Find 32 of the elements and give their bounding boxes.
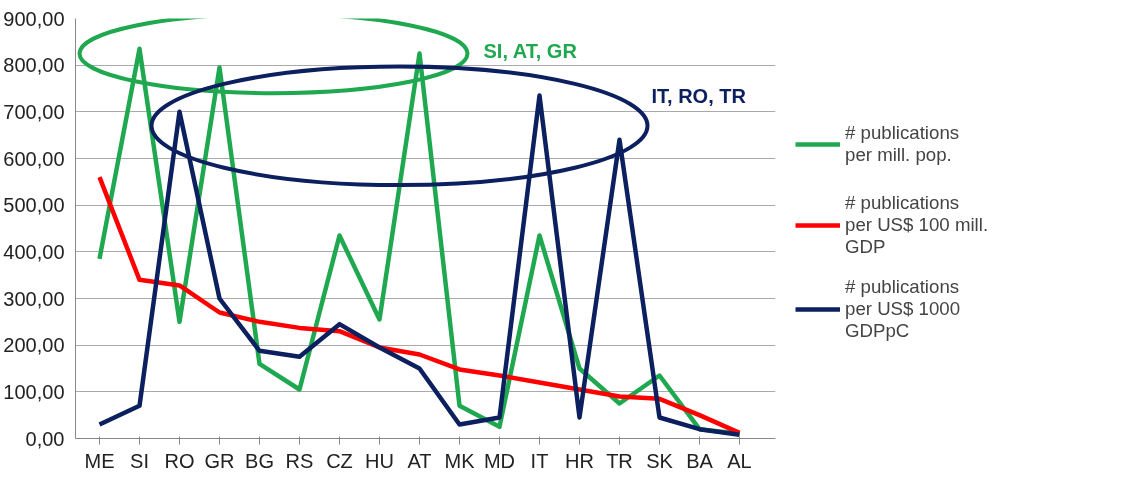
x-tick-label: CZ (326, 449, 353, 472)
x-tick-label: TR (606, 449, 633, 472)
x-tick-label: SK (646, 449, 674, 472)
x-tick-label: HU (365, 449, 394, 472)
y-tick-label: 400,00 (3, 240, 65, 263)
y-tick-label: 100,00 (3, 380, 65, 403)
x-tick-label: AL (727, 449, 752, 472)
x-tick-label: AT (407, 449, 432, 472)
legend-label: # publications per mill. pop. (845, 121, 960, 167)
y-tick-label: 600,00 (3, 147, 65, 170)
y-tick-label: 0,00 (25, 427, 65, 450)
y-tick-label: 900,00 (3, 7, 65, 30)
annotation: SI, AT, GR (483, 40, 578, 63)
x-tick-label: GR (204, 449, 235, 472)
x-tick-label: BG (245, 449, 274, 472)
annotation: IT, RO, TR (651, 84, 747, 107)
y-tick-label: 300,00 (3, 287, 65, 310)
legend-label: # publications per US$ 1000 GDPpC (845, 276, 961, 342)
y-tick-label: 500,00 (3, 194, 65, 217)
legend-label: # publications per US$ 100 mill. GDP (845, 192, 989, 258)
x-tick-label: MD (483, 449, 516, 472)
y-tick-label: 200,00 (3, 334, 65, 357)
x-tick-label: SI (130, 449, 149, 472)
x-tick-label: BA (686, 449, 714, 472)
y-tick-label: 700,00 (3, 100, 65, 123)
x-tick-label: IT (530, 449, 549, 472)
y-tick-label: 800,00 (3, 54, 65, 77)
x-tick-label: RO (164, 449, 195, 472)
x-tick-label: HR (565, 449, 594, 472)
x-tick-label: ME (84, 449, 115, 472)
x-tick-label: RS (285, 449, 314, 472)
x-tick-label: MK (444, 449, 476, 472)
